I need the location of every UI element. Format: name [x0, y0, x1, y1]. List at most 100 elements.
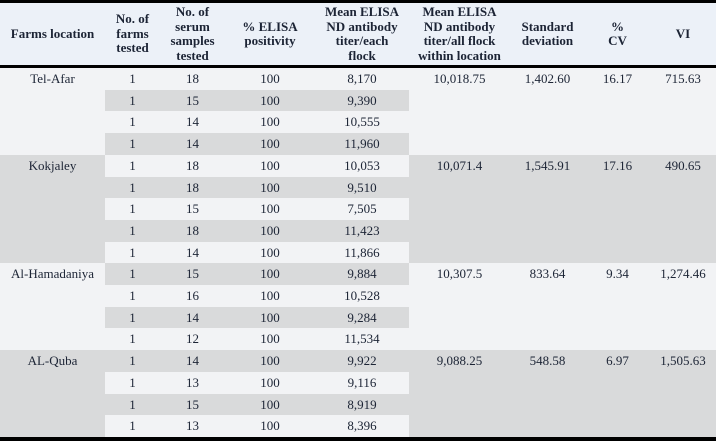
titer-each-flock-cell: 9,390 — [315, 89, 409, 112]
cv-cell: 17.16 — [585, 154, 650, 264]
titer-each-flock-cell: 9,284 — [315, 306, 409, 329]
farms-tested-cell: 1 — [105, 219, 160, 242]
table-row: AL-Quba 1 14 100 9,922 9,088.25 548.58 6.97 1,50… — [0, 350, 716, 439]
standard-deviation-cell: 1,545.91 — [510, 154, 585, 264]
elisa-positivity-cell: 100 — [225, 328, 315, 351]
farms-tested-cell: 1 — [105, 198, 160, 220]
header-row: Farms location No. of farms tested No. o… — [0, 1, 716, 68]
titer-each-flock-cell: 10,053 — [315, 154, 409, 177]
titer-each-flock-cell: 8,919 — [315, 393, 409, 416]
table-row: Tel-Afar 1 18 100 8,170 10,018.75 1,402.60 16.1… — [0, 66, 716, 155]
titer-each-flock-cell: 11,534 — [315, 328, 409, 351]
farms-tested-cell: 1 — [105, 371, 160, 394]
table-row: 1 15 100 8,919 — [0, 393, 716, 416]
serum-samples-cell: 18 — [160, 154, 225, 177]
titer-each-flock-cell: 8,170 — [315, 66, 409, 90]
elisa-positivity-cell: 100 — [225, 393, 315, 416]
location-cell: Al-Hamadaniya — [0, 263, 105, 351]
elisa-positivity-cell: 100 — [225, 371, 315, 394]
vi-cell: 1,505.63 — [650, 350, 716, 439]
cv-cell: 16.17 — [585, 66, 650, 155]
table-row: 1 12 100 11,534 — [0, 328, 716, 351]
farms-tested-cell: 1 — [105, 350, 160, 372]
header-vi: VI — [650, 1, 716, 68]
serum-samples-cell: 18 — [160, 66, 225, 90]
table-header: Farms location No. of farms tested No. o… — [0, 1, 716, 68]
header-mean-titer-each-flock: Mean ELISA ND antibody titer/each flock — [315, 1, 409, 68]
titer-each-flock-cell: 11,423 — [315, 219, 409, 242]
elisa-positivity-cell: 100 — [225, 66, 315, 90]
table-row: 1 14 100 11,960 — [0, 133, 716, 155]
table-row: 1 14 100 11,866 — [0, 241, 716, 264]
standard-deviation-cell: 833.64 — [510, 263, 585, 351]
location-cell: Kokjaley — [0, 154, 105, 264]
standard-deviation-cell: 548.58 — [510, 350, 585, 439]
mean-titer-all-flock-cell: 10,018.75 — [409, 66, 510, 155]
serum-samples-cell: 13 — [160, 371, 225, 394]
elisa-positivity-cell: 100 — [225, 306, 315, 329]
header-cv: % CV — [585, 1, 650, 68]
titer-each-flock-cell: 10,555 — [315, 111, 409, 134]
header-standard-deviation: Standard deviation — [510, 1, 585, 68]
table-row: 1 13 100 8,396 — [0, 415, 716, 439]
titer-each-flock-cell: 11,866 — [315, 241, 409, 264]
serum-samples-cell: 14 — [160, 241, 225, 264]
titer-each-flock-cell: 9,116 — [315, 371, 409, 394]
elisa-positivity-cell: 100 — [225, 285, 315, 307]
table-row: 1 18 100 9,510 — [0, 176, 716, 199]
elisa-positivity-cell: 100 — [225, 241, 315, 264]
table-row: 1 15 100 9,390 — [0, 89, 716, 112]
elisa-positivity-cell: 100 — [225, 415, 315, 439]
titer-each-flock-cell: 7,505 — [315, 198, 409, 220]
farms-tested-cell: 1 — [105, 415, 160, 439]
table-row: 1 14 100 9,284 — [0, 306, 716, 329]
table-row: 1 18 100 11,423 — [0, 219, 716, 242]
farms-tested-cell: 1 — [105, 176, 160, 199]
elisa-positivity-cell: 100 — [225, 350, 315, 372]
mean-titer-all-flock-cell: 10,071.4 — [409, 154, 510, 264]
header-no-farms-tested: No. of farms tested — [105, 1, 160, 68]
table-row: 1 13 100 9,116 — [0, 371, 716, 394]
farms-tested-cell: 1 — [105, 89, 160, 112]
serum-samples-cell: 15 — [160, 393, 225, 416]
serum-samples-cell: 18 — [160, 176, 225, 199]
cv-cell: 9.34 — [585, 263, 650, 351]
table-row: Al-Hamadaniya 1 15 100 9,884 10,307.5 833.64 9.… — [0, 263, 716, 351]
table-row: Kokjaley 1 18 100 10,053 10,071.4 1,545.91 17.1… — [0, 154, 716, 264]
header-mean-titer-all-flock: Mean ELISA ND antibody titer/all flock w… — [409, 1, 510, 68]
farms-tested-cell: 1 — [105, 285, 160, 307]
header-farms-location: Farms location — [0, 1, 105, 68]
farms-tested-cell: 1 — [105, 306, 160, 329]
farms-tested-cell: 1 — [105, 328, 160, 351]
serum-samples-cell: 15 — [160, 89, 225, 112]
table-row: 1 15 100 7,505 — [0, 198, 716, 220]
location-cell: AL-Quba — [0, 350, 105, 439]
serum-samples-cell: 16 — [160, 285, 225, 307]
elisa-positivity-cell: 100 — [225, 111, 315, 134]
titer-each-flock-cell: 8,396 — [315, 415, 409, 439]
elisa-positivity-cell: 100 — [225, 263, 315, 286]
header-no-serum-samples: No. of serum samples tested — [160, 1, 225, 68]
farms-tested-cell: 1 — [105, 241, 160, 264]
titer-each-flock-cell: 11,960 — [315, 133, 409, 155]
titer-each-flock-cell: 9,510 — [315, 176, 409, 199]
header-elisa-positivity: % ELISA positivity — [225, 1, 315, 68]
serum-samples-cell: 18 — [160, 219, 225, 242]
table-row: 1 14 100 10,555 — [0, 111, 716, 134]
elisa-positivity-cell: 100 — [225, 89, 315, 112]
serum-samples-cell: 14 — [160, 111, 225, 134]
elisa-positivity-cell: 100 — [225, 154, 315, 177]
table-row: 1 16 100 10,528 — [0, 285, 716, 307]
location-cell: Tel-Afar — [0, 66, 105, 155]
farms-tested-cell: 1 — [105, 263, 160, 286]
titer-each-flock-cell: 9,922 — [315, 350, 409, 372]
titer-each-flock-cell: 9,884 — [315, 263, 409, 286]
farms-tested-cell: 1 — [105, 154, 160, 177]
serum-samples-cell: 14 — [160, 306, 225, 329]
serum-samples-cell: 13 — [160, 415, 225, 439]
serum-samples-cell: 14 — [160, 350, 225, 372]
elisa-positivity-cell: 100 — [225, 198, 315, 220]
mean-titer-all-flock-cell: 10,307.5 — [409, 263, 510, 351]
